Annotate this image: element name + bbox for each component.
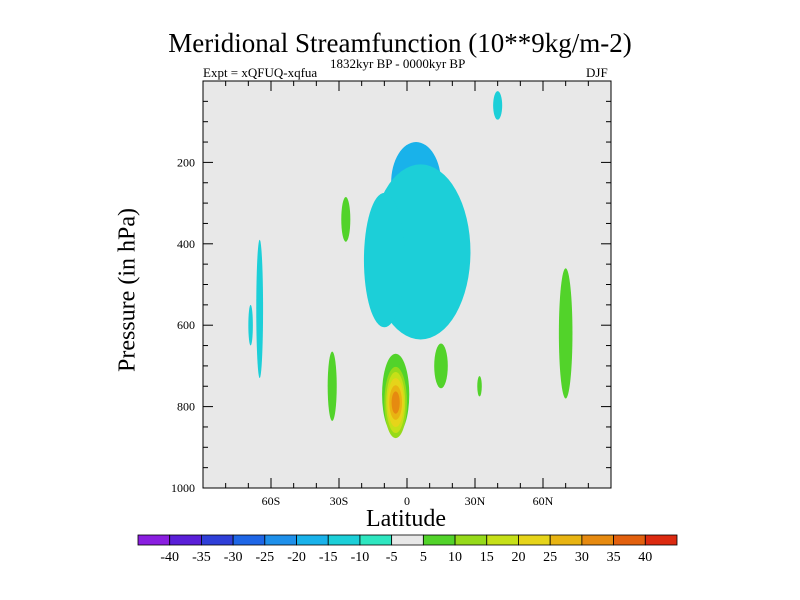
- contour-green-nh-high: [558, 268, 573, 399]
- season-label: DJF: [586, 65, 608, 80]
- colorbar-swatch: [327, 534, 361, 546]
- colorbar-swatch: [264, 534, 297, 546]
- x-tick-label: 60N: [533, 494, 554, 508]
- colorbar-label: 10: [448, 550, 462, 565]
- colorbar: -40 -35 -30 -25 -20 -15 -10 -5 5 10 15 20 25 30 35 40: [137, 534, 678, 565]
- colorbar-swatch: [391, 534, 424, 546]
- y-tick-label: 600: [177, 318, 195, 332]
- x-tick-label: 30N: [465, 494, 486, 508]
- colorbar-swatch: [169, 534, 202, 546]
- colorbar-swatch: [296, 534, 329, 546]
- colorbar-label: 15: [480, 550, 494, 565]
- colorbar-label: -5: [386, 550, 398, 565]
- colorbar-label: -20: [287, 550, 306, 565]
- colorbar-label: -30: [224, 550, 243, 565]
- contour-green-nh-small: [477, 376, 482, 397]
- colorbar-swatch: [232, 534, 266, 546]
- contour-green-sh-high: [341, 196, 351, 242]
- contour-regions: [248, 91, 573, 439]
- colorbar-label: 5: [420, 550, 427, 565]
- contour-teal-far-left-a: [248, 304, 253, 346]
- colorbar-label: 25: [543, 550, 557, 565]
- colorbar-swatch: [644, 534, 678, 546]
- colorbar-swatch: [137, 534, 171, 546]
- colorbar-swatch: [549, 534, 583, 546]
- colorbar-label: 40: [638, 550, 652, 565]
- colorbar-swatch: [581, 534, 614, 546]
- colorbar-swatch: [359, 534, 393, 546]
- colorbar-label: 30: [575, 550, 589, 565]
- colorbar-label: -40: [160, 550, 179, 565]
- contour-dark-orange-cell: [391, 391, 400, 414]
- contour-teal-left-column: [363, 192, 405, 328]
- x-tick-label: 30S: [330, 494, 349, 508]
- colorbar-swatch: [422, 534, 456, 546]
- colorbar-label: -25: [255, 550, 274, 565]
- colorbar-label: -10: [351, 550, 370, 565]
- contour-teal-top-right: [493, 91, 503, 120]
- colorbar-swatch: [486, 534, 519, 546]
- colorbar-swatch: [518, 534, 551, 546]
- y-tick-label: 1000: [171, 481, 195, 495]
- chart-title: Meridional Streamfunction (10**9kg/m-2): [168, 28, 632, 58]
- axis-ticks: 60S 30S 0 30N 60N 200 400 600 800 1000: [171, 81, 611, 508]
- colorbar-label: -15: [319, 550, 338, 565]
- colorbar-swatch: [454, 534, 488, 546]
- colorbar-swatch: [201, 534, 234, 546]
- y-tick-label: 800: [177, 400, 195, 414]
- colorbar-label: -35: [192, 550, 211, 565]
- contour-teal-far-left-b: [256, 239, 264, 379]
- x-tick-label: 0: [404, 494, 410, 508]
- period-label: 1832kyr BP - 0000kyr BP: [330, 56, 466, 71]
- colorbar-label: 35: [607, 550, 621, 565]
- x-tick-label: 60S: [262, 494, 281, 508]
- contour-green-sh-low: [327, 351, 337, 421]
- y-tick-label: 400: [177, 237, 195, 251]
- experiment-label: Expt = xQFUQ-xqfua: [203, 65, 318, 80]
- colorbar-label: 20: [511, 550, 525, 565]
- contour-green-nh-mid: [434, 343, 448, 389]
- y-tick-label: 200: [177, 155, 195, 169]
- x-axis-label: Latitude: [366, 506, 446, 532]
- colorbar-swatch: [613, 534, 646, 546]
